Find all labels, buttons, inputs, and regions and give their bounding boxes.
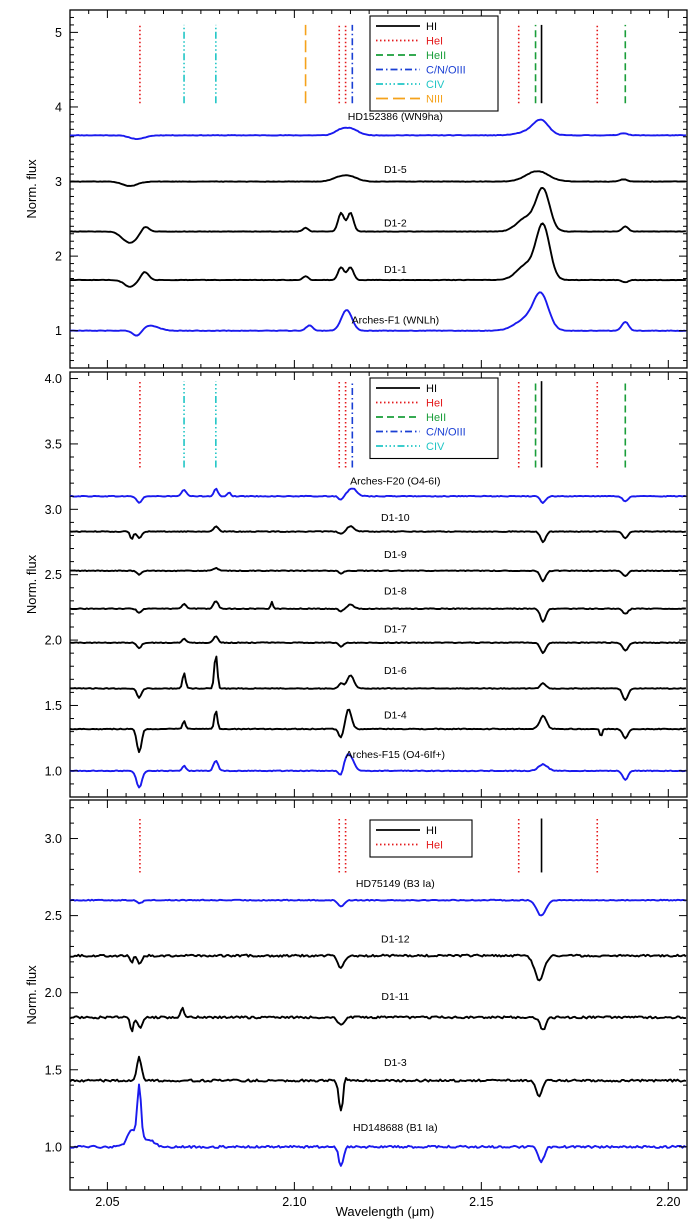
- legend-entry-label: CIV: [426, 441, 445, 453]
- y-axis-label: Norm. flux: [24, 554, 39, 614]
- y-tick-label: 1.0: [45, 1140, 62, 1154]
- spectrum-line: [69, 600, 687, 623]
- spectrum-line: [69, 170, 686, 187]
- legend-entry-label: C/N/OIII: [426, 427, 466, 439]
- y-tick-label: 4.0: [45, 372, 62, 386]
- spectrum-line: [70, 222, 687, 288]
- y-tick-label: 2.0: [45, 634, 62, 648]
- legend: HI HeI HeII C/N/OIII CIV NIII: [369, 15, 499, 112]
- spectrum-label: D1-4: [384, 710, 407, 722]
- spectrum-label: Arches-F1 (WNLh): [352, 315, 440, 327]
- y-tick-label: 2.0: [45, 986, 62, 1000]
- legend-entry-label: HeI: [426, 398, 443, 410]
- spectrum-label: D1-3: [384, 1057, 407, 1069]
- legend-entry-label: HeI: [426, 36, 443, 48]
- x-tick-label: 2.20: [656, 1195, 680, 1209]
- spectrum-line: [69, 1083, 687, 1167]
- spectrum-line: [70, 118, 687, 141]
- x-tick-label: 2.05: [95, 1195, 119, 1209]
- spectrum-label: D1-10: [381, 512, 410, 524]
- panel-bottom: HD75149 (B3 Ia) D1-12 D1-11 D1-3 HD148688 (B…: [24, 799, 688, 1209]
- y-axis-label: Norm. flux: [24, 965, 39, 1025]
- y-tick-label: 1: [55, 324, 62, 338]
- y-tick-label: 1.5: [45, 1063, 62, 1077]
- y-tick-label: 2.5: [45, 909, 62, 923]
- y-tick-label: 2.5: [45, 568, 62, 582]
- panel-middle: Arches-F20 (O4-6I) D1-10 D1-9 D1-8 D1-7 D1-6 D…: [24, 371, 688, 798]
- y-tick-label: 5: [55, 26, 62, 40]
- spectrum-label: D1-7: [384, 623, 407, 635]
- spectrum-line: [70, 566, 686, 583]
- spectrum-label: D1-12: [381, 934, 410, 946]
- spectrum-label: HD152386 (WN9ha): [348, 111, 443, 123]
- legend-box: [369, 819, 473, 858]
- spectrum-label: D1-6: [384, 665, 407, 677]
- legend-entry-label: HI: [426, 383, 437, 395]
- spectrum-label: Arches-F15 (O4-6If+): [346, 749, 446, 761]
- spectrum-line: [70, 655, 687, 701]
- spectrum-label: D1-2: [384, 218, 407, 230]
- y-tick-label: 3: [55, 175, 62, 189]
- y-tick-label: 1.0: [45, 764, 62, 778]
- legend-entry-label: HI: [426, 825, 437, 837]
- spectrum-label: D1-8: [384, 585, 407, 597]
- spectrum-label: D1-5: [384, 164, 407, 176]
- spectrum-line: [69, 525, 687, 544]
- y-tick-label: 3.0: [45, 832, 62, 846]
- legend-entry-label: CIV: [426, 79, 445, 91]
- y-tick-label: 3.5: [45, 437, 62, 451]
- legend-entry-label: HeI: [426, 840, 443, 852]
- x-tick-label: 2.15: [469, 1195, 493, 1209]
- legend: HI HeI HeII C/N/OIII CIV: [369, 377, 499, 460]
- spectrum-line: [69, 487, 687, 504]
- spectrum-label: Arches-F20 (O4-6I): [350, 476, 440, 488]
- spectrum-line: [69, 753, 687, 789]
- x-axis-label: Wavelength (μm): [336, 1204, 435, 1219]
- spectrum-line: [70, 953, 687, 982]
- x-tick-label: 2.10: [282, 1195, 306, 1209]
- y-tick-label: 1.5: [45, 699, 62, 713]
- legend: HI HeI: [369, 819, 473, 858]
- spectrum-label: D1-11: [381, 991, 409, 1003]
- y-axis-label: Norm. flux: [24, 159, 39, 219]
- spectrum-label: D1-9: [384, 549, 407, 561]
- spectrum-line: [69, 186, 686, 244]
- legend-entry-label: C/N/OIII: [426, 65, 466, 77]
- spectrum-label: D1-1: [384, 264, 407, 276]
- spectrum-line: [69, 708, 686, 754]
- spectrum-line: [69, 635, 687, 655]
- legend-entry-label: HeII: [426, 50, 446, 62]
- spectrum-label: HD75149 (B3 Ia): [356, 878, 435, 890]
- legend-entry-label: HI: [426, 21, 437, 33]
- y-tick-label: 2: [55, 250, 62, 264]
- legend-entry-label: NIII: [426, 94, 443, 106]
- plot-frame: [69, 799, 688, 1191]
- spectrum-line: [69, 1055, 687, 1112]
- legend-entry-label: HeII: [426, 412, 446, 424]
- y-tick-label: 4: [55, 100, 62, 114]
- spectrum-line: [69, 291, 687, 337]
- panel-top: HD152386 (WN9ha) D1-5 D1-2 D1-1 Arches-F1 (W…: [24, 9, 688, 369]
- legend-box: [369, 377, 499, 460]
- y-tick-label: 3.0: [45, 503, 62, 517]
- legend-box: [369, 15, 499, 112]
- plot-frame: [69, 371, 688, 798]
- spectrum-line: [69, 1006, 686, 1033]
- spectrum-label: HD148688 (B1 Ia): [353, 1122, 438, 1134]
- spectrum-line: [69, 898, 687, 917]
